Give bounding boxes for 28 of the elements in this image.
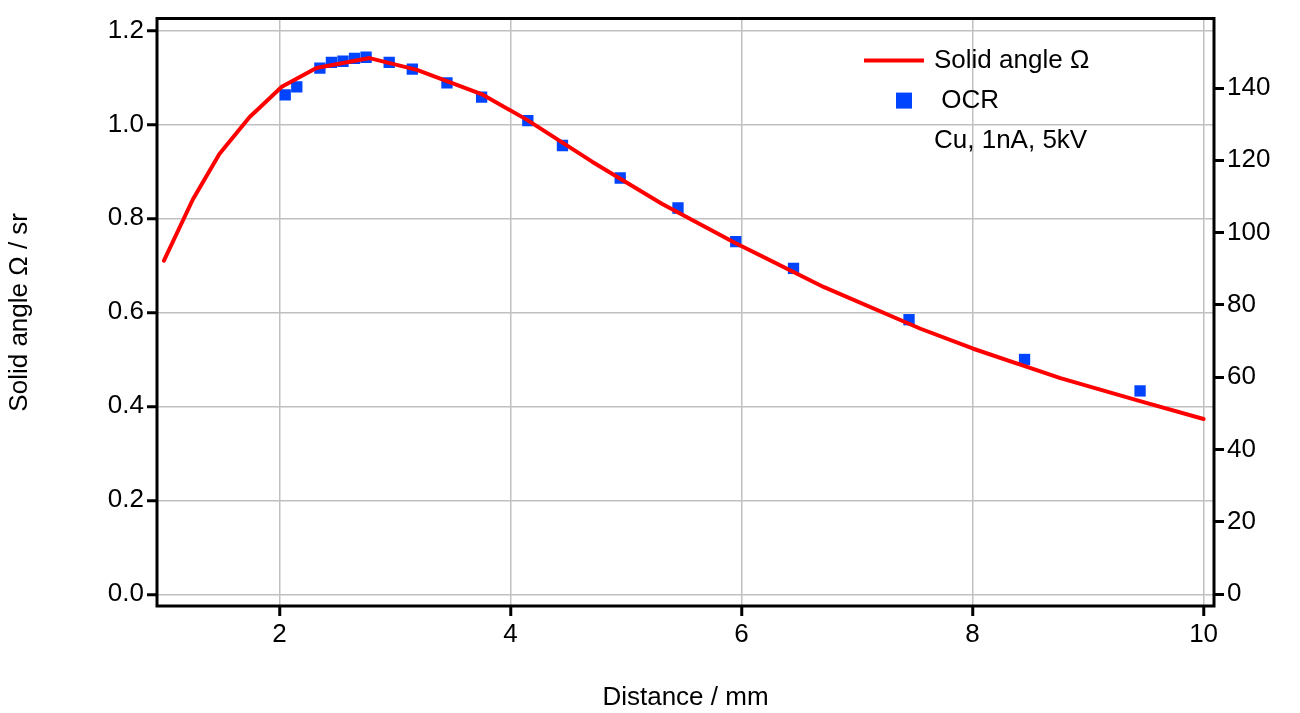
y-tick-label: 1.0 — [107, 107, 144, 138]
legend-label: Solid angle Ω — [934, 43, 1090, 74]
y-tick-label: 0.4 — [107, 389, 144, 420]
point — [279, 89, 291, 101]
y-tick-label: 1.2 — [107, 13, 144, 44]
y2-tick-label: 20 — [1227, 504, 1256, 535]
x-tick-label: 2 — [272, 617, 287, 648]
annotation: Cu, 1nA, 5kV — [934, 123, 1088, 154]
y-axis-title: Solid angle Ω / sr — [2, 212, 33, 412]
x-tick-label: 6 — [734, 617, 749, 648]
y-tick-label: 0.8 — [107, 201, 144, 232]
x-tick-label: 8 — [965, 617, 980, 648]
x-axis-title: Distance / mm — [602, 680, 769, 711]
legend-label: OCR — [934, 83, 999, 114]
y2-tick-label: 80 — [1227, 288, 1256, 319]
y2-tick-label: 120 — [1227, 143, 1271, 174]
y2-tick-label: 40 — [1227, 432, 1256, 463]
point — [1134, 385, 1146, 397]
y-tick-label: 0.2 — [107, 483, 144, 514]
y-tick-label: 0.6 — [107, 295, 144, 326]
y2-tick-label: 140 — [1227, 71, 1271, 102]
y2-tick-label: 60 — [1227, 360, 1256, 391]
x-tick-label: 10 — [1189, 617, 1219, 648]
point — [291, 81, 303, 93]
y2-tick-label: 100 — [1227, 215, 1271, 246]
x-tick-label: 4 — [503, 617, 518, 648]
y2-tick-label: 0 — [1227, 577, 1242, 608]
y-tick-label: 0.0 — [107, 577, 144, 608]
